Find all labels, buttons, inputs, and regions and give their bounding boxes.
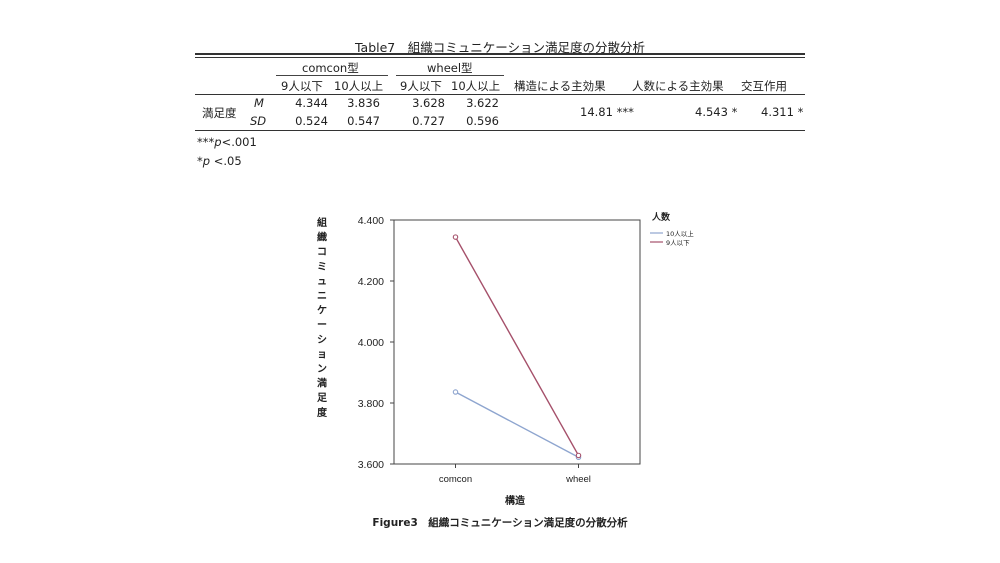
- y-tick-label: 4.200: [358, 276, 384, 288]
- y-tick-label: 3.800: [358, 398, 384, 410]
- y-tick-label: 3.600: [358, 459, 384, 471]
- effect-header-structure: 構造による主効果: [514, 79, 606, 93]
- sub-header-4: 10人以上: [451, 79, 501, 93]
- stat-label-sd: SD: [250, 114, 267, 128]
- effect-header-interaction: 交互作用: [741, 79, 787, 93]
- y-axis-label: 組織コミュニケーション満足度: [317, 216, 328, 419]
- legend-title: 人数: [651, 211, 671, 223]
- sub-header-1: 9人以下: [281, 79, 323, 93]
- table-title: Table7 組織コミュニケーション満足度の分散分析: [354, 40, 646, 55]
- table-top-rule-inner: [195, 57, 805, 58]
- sd-value-3: 0.727: [412, 114, 445, 128]
- series-line-2: [454, 236, 580, 456]
- sub-header-3: 9人以下: [400, 79, 442, 93]
- sub-header-2: 10人以上: [334, 79, 384, 93]
- legend-label: 10人以上: [666, 229, 694, 238]
- sd-value-2: 0.547: [347, 114, 380, 128]
- group-header-comcon: comcon型: [302, 61, 359, 75]
- m-value-4: 3.622: [466, 96, 499, 110]
- m-value-1: 4.344: [295, 96, 328, 110]
- table-bottom-rule: [195, 130, 805, 131]
- data-point: [575, 452, 582, 459]
- note-p001: ***p<.001: [197, 135, 257, 149]
- data-point: [452, 234, 459, 240]
- plot-frame: [393, 219, 641, 465]
- m-value-2: 3.836: [347, 96, 380, 110]
- y-tick-label: 4.400: [358, 215, 384, 227]
- effect-size-value: 4.543 *: [695, 105, 738, 119]
- m-value-3: 3.628: [412, 96, 445, 110]
- sd-value-4: 0.596: [466, 114, 499, 128]
- effect-interaction-value: 4.311 *: [761, 105, 804, 119]
- group-rule-wheel: [396, 75, 504, 76]
- x-tick-label: comcon: [439, 474, 472, 485]
- x-axis-label: 構造: [505, 494, 526, 507]
- header-bottom-rule: [195, 94, 805, 95]
- effect-structure-value: 14.81 ***: [580, 105, 634, 119]
- data-point: [452, 389, 459, 395]
- group-header-wheel: wheel型: [427, 61, 473, 75]
- table-top-rule: [195, 53, 805, 55]
- sd-value-1: 0.524: [295, 114, 328, 128]
- y-tick-label: 4.000: [358, 337, 384, 349]
- figure-caption: Figure3 組織コミュニケーション満足度の分散分析: [372, 517, 628, 529]
- group-rule-comcon: [276, 75, 388, 76]
- stat-label-m: M: [254, 96, 264, 110]
- row-label: 満足度: [202, 106, 237, 120]
- interaction-line-chart: 3.600 3.800 4.000 4.200 4.400 comcon wheel 組織コミ…: [317, 211, 694, 507]
- x-tick-label: wheel: [565, 474, 591, 485]
- series-line-1: [455, 391, 579, 458]
- effect-header-size: 人数による主効果: [632, 79, 724, 93]
- note-p05: *p <.05: [197, 154, 242, 168]
- legend-label: 9人以下: [666, 239, 690, 247]
